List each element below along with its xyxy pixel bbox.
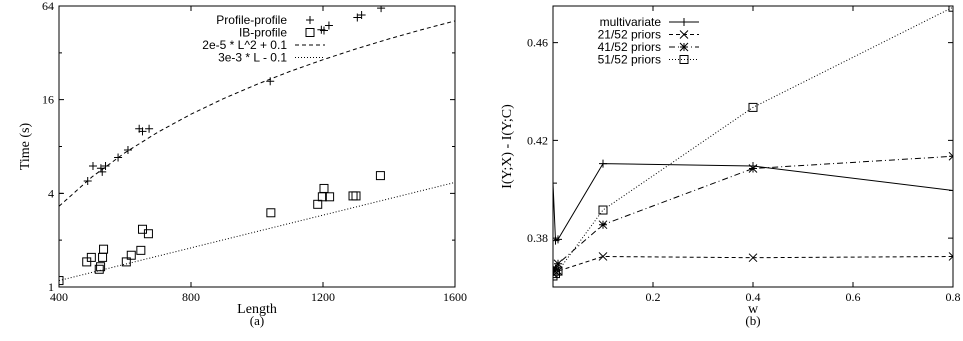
data-point <box>138 127 147 136</box>
x-tick-label: 0.2 <box>646 290 661 304</box>
panel-caption: (b) <box>745 313 760 328</box>
data-point <box>126 250 136 260</box>
data-point <box>599 159 607 168</box>
y-tick-label: 0.38 <box>527 231 548 245</box>
legend-marker <box>306 16 314 24</box>
legend-label: IB-profile <box>239 26 287 40</box>
data-point <box>324 21 333 30</box>
data-point <box>114 153 123 162</box>
legend-label: multivariate <box>600 15 662 29</box>
legend-label: 3e-3 * L - 0.1 <box>218 51 287 65</box>
data-point <box>748 253 758 263</box>
data-point <box>123 145 132 154</box>
series-line <box>59 20 455 207</box>
data-point <box>143 229 153 239</box>
y-tick-label: 64 <box>42 0 54 13</box>
legend-label: Profile-profile <box>216 13 287 27</box>
y-axis-label: Time (s) <box>18 123 33 171</box>
data-point <box>949 186 953 195</box>
data-point <box>59 189 63 198</box>
data-point <box>553 271 558 281</box>
x-tick-label: 1600 <box>443 290 467 304</box>
data-point <box>357 11 366 20</box>
y-tick-label: 4 <box>48 186 54 200</box>
series-2 <box>553 151 953 274</box>
x-tick-label: 800 <box>182 290 200 304</box>
data-point <box>553 179 557 188</box>
data-point <box>375 171 385 181</box>
data-point <box>121 257 131 267</box>
data-point <box>136 245 146 255</box>
x-tick-label: 1200 <box>311 290 335 304</box>
series-1 <box>59 171 385 286</box>
x-tick-label: 0.6 <box>846 290 861 304</box>
legend-marker <box>679 55 689 64</box>
y-tick-label: 16 <box>42 93 54 107</box>
data-point <box>99 244 109 254</box>
data-point <box>948 252 953 261</box>
x-tick-label: 400 <box>50 290 68 304</box>
plot-area <box>59 6 455 286</box>
series-3 <box>59 181 455 282</box>
legend-label: 51/52 priors <box>598 53 661 67</box>
series-0 <box>59 6 386 198</box>
y-tick-label: 0.42 <box>527 133 548 147</box>
legend-label: 21/52 priors <box>598 28 661 42</box>
data-point <box>748 102 758 112</box>
data-point <box>353 13 362 22</box>
data-point <box>325 192 335 202</box>
panel-caption: (a) <box>250 313 264 328</box>
data-point <box>598 252 608 261</box>
data-point <box>348 191 358 201</box>
series-line <box>553 155 953 270</box>
data-point <box>948 6 953 12</box>
data-point <box>266 208 276 218</box>
data-point <box>948 151 953 161</box>
data-point <box>98 252 108 262</box>
data-point <box>553 266 563 276</box>
y-tick-label: 0.46 <box>527 36 548 50</box>
data-point <box>101 161 110 170</box>
plot-area <box>553 6 953 281</box>
data-point <box>313 199 323 209</box>
data-point <box>86 252 96 262</box>
data-point <box>59 276 64 286</box>
y-axis-label: I(Y;X) - I(Y;C) <box>500 104 515 189</box>
data-point <box>554 235 562 244</box>
series-line <box>553 255 953 274</box>
x-tick-label: 0.4 <box>746 290 761 304</box>
data-point <box>553 259 563 269</box>
data-point <box>553 269 560 279</box>
series-3 <box>553 6 953 281</box>
data-point <box>319 183 329 193</box>
data-point <box>82 257 92 267</box>
data-point <box>598 220 608 230</box>
data-point <box>145 124 154 133</box>
series-line <box>59 181 455 282</box>
data-point <box>351 191 361 201</box>
data-point <box>266 77 275 86</box>
data-point <box>319 26 328 35</box>
series-1 <box>553 252 953 278</box>
legend-marker <box>305 28 315 37</box>
data-point <box>553 264 560 274</box>
y-tick-label: 1 <box>48 280 54 294</box>
legend-marker <box>679 30 689 39</box>
x-axis-label: w <box>748 302 759 317</box>
legend-marker <box>680 18 688 26</box>
series-2 <box>59 20 455 207</box>
x-tick-label: 0.8 <box>946 290 961 304</box>
data-point <box>598 205 608 215</box>
legend-label: 2e-5 * L^2 + 0.1 <box>202 38 287 52</box>
series-line <box>553 163 953 242</box>
legend-label: 41/52 priors <box>598 40 661 54</box>
data-point <box>88 161 97 170</box>
data-point <box>377 6 386 13</box>
x-axis-label: Length <box>237 302 277 317</box>
data-point <box>748 164 758 173</box>
legend-marker <box>679 42 689 52</box>
